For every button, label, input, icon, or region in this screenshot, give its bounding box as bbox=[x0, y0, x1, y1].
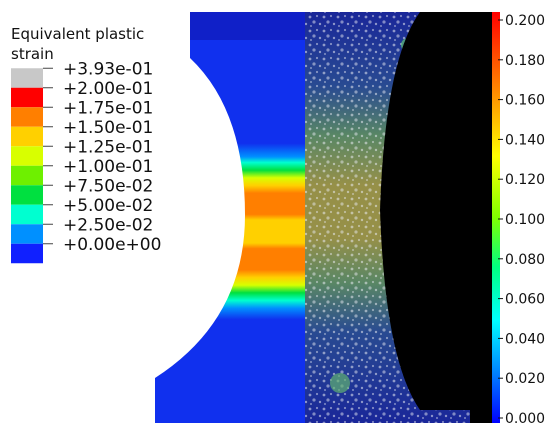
legend-swatch bbox=[11, 185, 43, 205]
simulation-top-block bbox=[190, 12, 305, 40]
legend-label: +0.00e+00 bbox=[63, 235, 161, 255]
legend-label: +1.00e-01 bbox=[63, 157, 153, 177]
legend-title-line1: Equivalent plastic bbox=[11, 25, 144, 43]
colorbar-tick-label: 0.200 bbox=[505, 13, 545, 29]
dic-colorbar: 0.200 0.180 0.160 0.140 0.120 0.100 0.080 0.060… bbox=[492, 12, 545, 423]
colorbar-tick-label: 0.120 bbox=[505, 172, 545, 188]
colorbar-ticks: 0.200 0.180 0.160 0.140 0.120 0.100 0.080 0.060… bbox=[498, 13, 545, 423]
legend-label: +2.50e-02 bbox=[63, 215, 153, 235]
legend-label: +1.75e-01 bbox=[63, 98, 153, 118]
colorbar-tick-label: 0.060 bbox=[505, 292, 545, 308]
legend-label: +2.00e-01 bbox=[63, 79, 153, 99]
colorbar-tick-label: 0.040 bbox=[505, 331, 545, 347]
colorbar-tick-label: 0.140 bbox=[505, 132, 545, 148]
legend-swatches: +3.93e-01+2.00e-01+1.75e-01+1.50e-01+1.2… bbox=[11, 59, 161, 264]
legend-label: +5.00e-02 bbox=[63, 196, 153, 216]
dic-specimen bbox=[305, 12, 492, 423]
legend-swatch bbox=[11, 224, 43, 244]
legend-swatch bbox=[11, 126, 43, 147]
legend-title-line2: strain bbox=[11, 45, 54, 63]
legend-swatch bbox=[11, 204, 43, 225]
simulation-field bbox=[155, 40, 305, 423]
legend-swatch bbox=[11, 165, 43, 186]
simulation-specimen bbox=[155, 12, 305, 423]
dic-marker-bottom-left bbox=[330, 373, 350, 393]
colorbar-tick-label: 0.160 bbox=[505, 93, 545, 109]
colorbar-tick-label: 0.180 bbox=[505, 53, 545, 69]
colorbar-gradient bbox=[492, 12, 500, 423]
legend-swatch bbox=[11, 243, 43, 264]
legend-swatch bbox=[11, 146, 43, 166]
colorbar-tick-label: 0.000 bbox=[505, 411, 545, 423]
colorbar-tick-label: 0.020 bbox=[505, 371, 545, 387]
legend-swatch bbox=[11, 68, 43, 88]
legend-label: +7.50e-02 bbox=[63, 176, 153, 196]
colorbar-tick-label: 0.080 bbox=[505, 252, 545, 268]
simulation-legend: Equivalent plastic strain +3.93e-01+2.00… bbox=[11, 25, 161, 264]
legend-label: +1.50e-01 bbox=[63, 118, 153, 138]
colorbar-tick-label: 0.100 bbox=[505, 212, 545, 228]
legend-label: +3.93e-01 bbox=[63, 59, 153, 79]
legend-label: +1.25e-01 bbox=[63, 137, 153, 157]
legend-swatch bbox=[11, 107, 43, 127]
legend-swatch bbox=[11, 87, 43, 108]
